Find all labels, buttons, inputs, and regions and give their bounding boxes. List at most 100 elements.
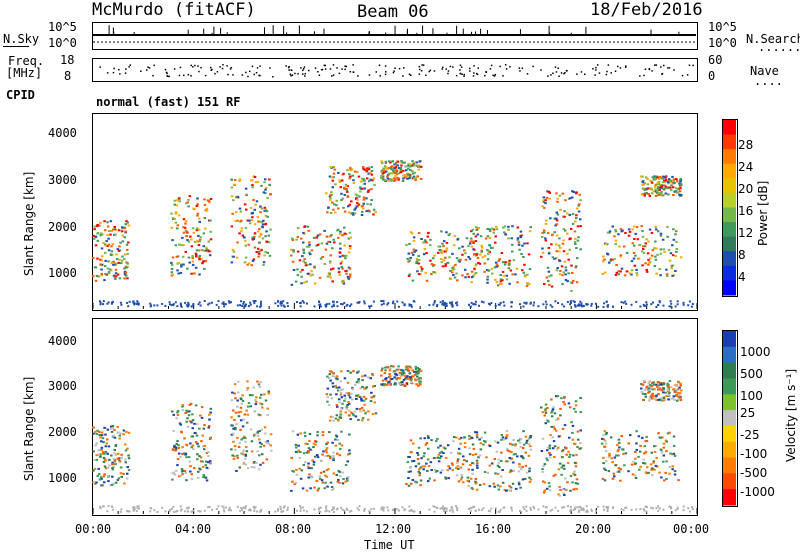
- power-scatter-cell: [171, 239, 174, 242]
- power-scatter-cell: [362, 196, 366, 199]
- velocity-scatter-cell: [358, 408, 362, 411]
- velocity-scatter-cell: [447, 477, 450, 480]
- power-scatter-cell: [333, 168, 336, 171]
- velocity-scatter-cell: [649, 463, 653, 466]
- velocity-cbar-tick: -25: [740, 428, 760, 442]
- velocity-scatter-cell: [290, 489, 293, 492]
- power-scatter-cell: [374, 211, 377, 214]
- power-scatter-cell: [341, 254, 345, 257]
- power-scatter-cell: [556, 200, 559, 203]
- power-scatter-cell: [667, 182, 670, 185]
- power-ground-scatter: [578, 304, 581, 307]
- velocity-scatter-cell: [411, 369, 414, 372]
- power-scatter-cell: [658, 268, 661, 271]
- power-scatter-cell: [341, 197, 344, 200]
- power-scatter-cell: [329, 166, 332, 168]
- power-ground-scatter: [445, 304, 448, 307]
- power-scatter-cell: [367, 189, 370, 192]
- power-scatter-cell: [361, 207, 365, 210]
- power-scatter-cell: [371, 179, 374, 182]
- power-scatter-cell: [502, 274, 506, 277]
- velocity-scatter-cell: [651, 388, 654, 391]
- power-ground-scatter: [658, 300, 661, 303]
- freq-point: [605, 73, 608, 76]
- velocity-scatter-cell: [124, 449, 128, 452]
- power-scatter-cell: [354, 193, 358, 196]
- power-scatter-cell: [254, 203, 257, 206]
- velocity-scatter-cell: [295, 451, 299, 454]
- velocity-scatter-cell: [660, 451, 664, 454]
- power-scatter-cell: [495, 265, 498, 268]
- velocity-scatter-cell: [348, 396, 352, 399]
- velocity-ytick-3000: 3000: [48, 379, 77, 393]
- power-scatter-cell: [94, 279, 98, 282]
- velocity-scatter-cell: [298, 456, 302, 459]
- power-scatter-cell: [174, 212, 178, 215]
- power-ground-scatter: [563, 305, 565, 308]
- velocity-scatter-cell: [209, 462, 212, 465]
- velocity-scatter-cell: [509, 486, 513, 489]
- power-ground-scatter: [259, 302, 262, 305]
- velocity-scatter-cell: [99, 453, 102, 456]
- power-scatter-cell: [308, 251, 311, 254]
- velocity-scatter-cell: [126, 466, 129, 468]
- freq-point: [576, 73, 578, 75]
- power-scatter-cell: [526, 242, 529, 245]
- power-scatter-cell: [474, 272, 478, 274]
- freq-point: [419, 68, 421, 71]
- velocity-scatter-cell: [490, 462, 494, 465]
- velocity-scatter-cell: [571, 481, 574, 484]
- freq-point: [505, 68, 508, 70]
- power-scatter-cell: [412, 236, 416, 239]
- power-scatter-cell: [675, 230, 678, 233]
- velocity-scatter-cell: [99, 455, 102, 458]
- velocity-scatter-cell: [344, 411, 347, 414]
- velocity-scatter-cell: [645, 387, 648, 390]
- velocity-scatter-cell: [427, 437, 430, 439]
- power-scatter-cell: [434, 271, 437, 274]
- velocity-cbar-segment: [723, 425, 736, 443]
- power-scatter-cell: [309, 253, 312, 256]
- velocity-scatter-cell: [302, 464, 305, 466]
- power-scatter-cell: [606, 243, 609, 246]
- velocity-scatter-cell: [95, 481, 98, 484]
- power-scatter-cell: [339, 262, 343, 265]
- power-scatter-cell: [380, 170, 383, 173]
- power-scatter-cell: [171, 217, 175, 220]
- velocity-scatter-cell: [666, 384, 669, 387]
- power-scatter-cell: [264, 222, 268, 225]
- velocity-scatter-cell: [98, 433, 101, 436]
- velocity-ground-scatter: [382, 506, 385, 509]
- velocity-scatter-cell: [209, 411, 212, 414]
- freq-point: [379, 75, 381, 77]
- velocity-scatter-cell: [181, 409, 185, 412]
- velocity-scatter-cell: [529, 435, 532, 437]
- velocity-scatter-cell: [679, 384, 682, 387]
- velocity-scatter-cell: [665, 460, 668, 463]
- velocity-scatter-cell: [338, 475, 342, 478]
- velocity-ground-scatter: [499, 508, 502, 511]
- velocity-scatter-cell: [100, 440, 103, 443]
- power-scatter-cell: [290, 254, 293, 257]
- freq-point: [463, 73, 465, 76]
- power-scatter-cell: [412, 248, 415, 251]
- velocity-scatter-cell: [341, 388, 344, 391]
- power-ground-scatter: [199, 304, 202, 307]
- velocity-scatter-cell: [349, 418, 352, 421]
- power-scatter-cell: [488, 228, 491, 231]
- power-scatter-cell: [352, 182, 356, 184]
- velocity-ground-scatter: [503, 506, 506, 509]
- velocity-scatter-cell: [660, 399, 663, 402]
- velocity-ground-scatter: [566, 505, 569, 508]
- freq-point: [648, 68, 651, 70]
- velocity-scatter-cell: [665, 395, 668, 397]
- power-ground-scatter: [215, 303, 218, 306]
- velocity-scatter-cell: [551, 408, 555, 411]
- velocity-scatter-cell: [620, 435, 623, 437]
- velocity-scatter-cell: [548, 485, 551, 488]
- power-scatter-cell: [176, 227, 179, 230]
- power-cbar-tick: 16: [738, 204, 754, 218]
- freq-point: [597, 64, 599, 66]
- velocity-scatter-cell: [442, 452, 445, 455]
- power-scatter-cell: [572, 279, 575, 282]
